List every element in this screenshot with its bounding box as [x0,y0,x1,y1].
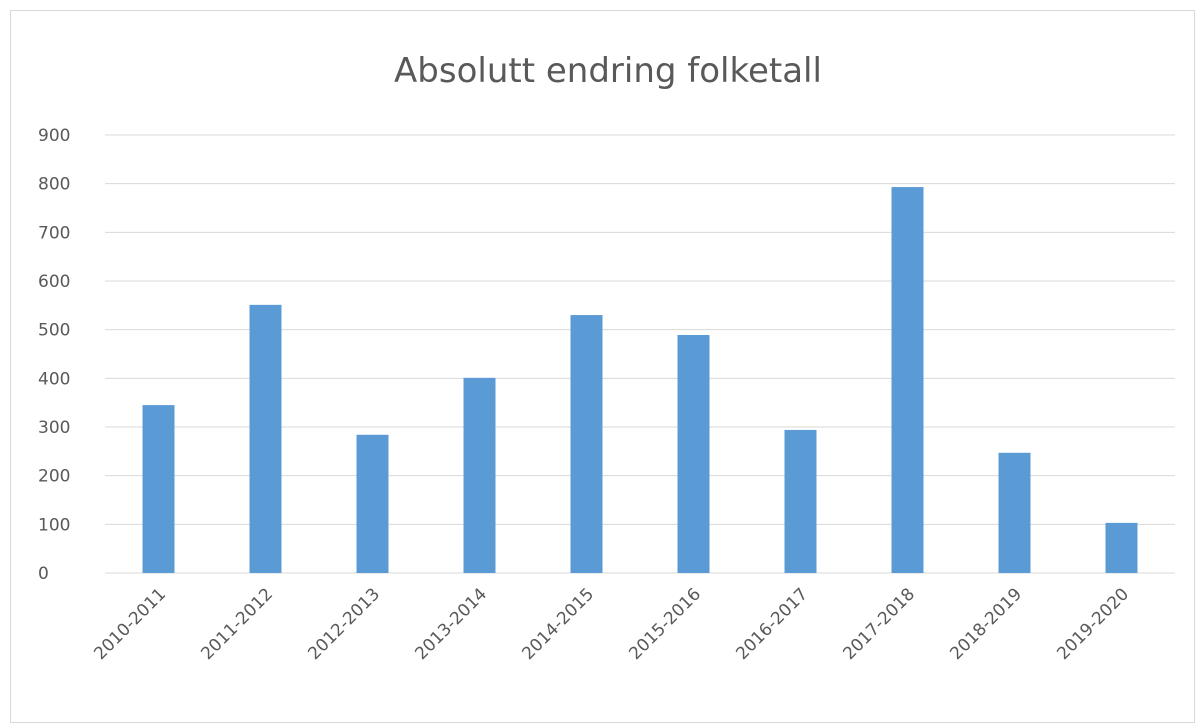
bar [249,304,282,573]
y-tick-label: 900 [38,126,70,146]
y-tick-label: 600 [38,272,70,292]
y-tick-label: 800 [38,175,70,195]
y-tick-label: 400 [38,369,70,389]
bar [356,434,389,573]
y-tick-label: 100 [38,515,70,535]
bar [1105,522,1138,573]
y-tick-label: 500 [38,321,70,341]
bar [142,405,175,573]
bar [784,429,817,573]
y-tick-label: 700 [38,223,70,243]
bar [891,187,924,573]
y-tick-label: 300 [38,418,70,438]
bar [570,315,603,573]
y-tick-label: 0 [38,564,49,584]
bar [998,452,1031,573]
bar [463,377,496,573]
chart-title: Absolutt endring folketall [394,51,822,91]
bar [677,335,710,573]
y-tick-label: 200 [38,467,70,487]
